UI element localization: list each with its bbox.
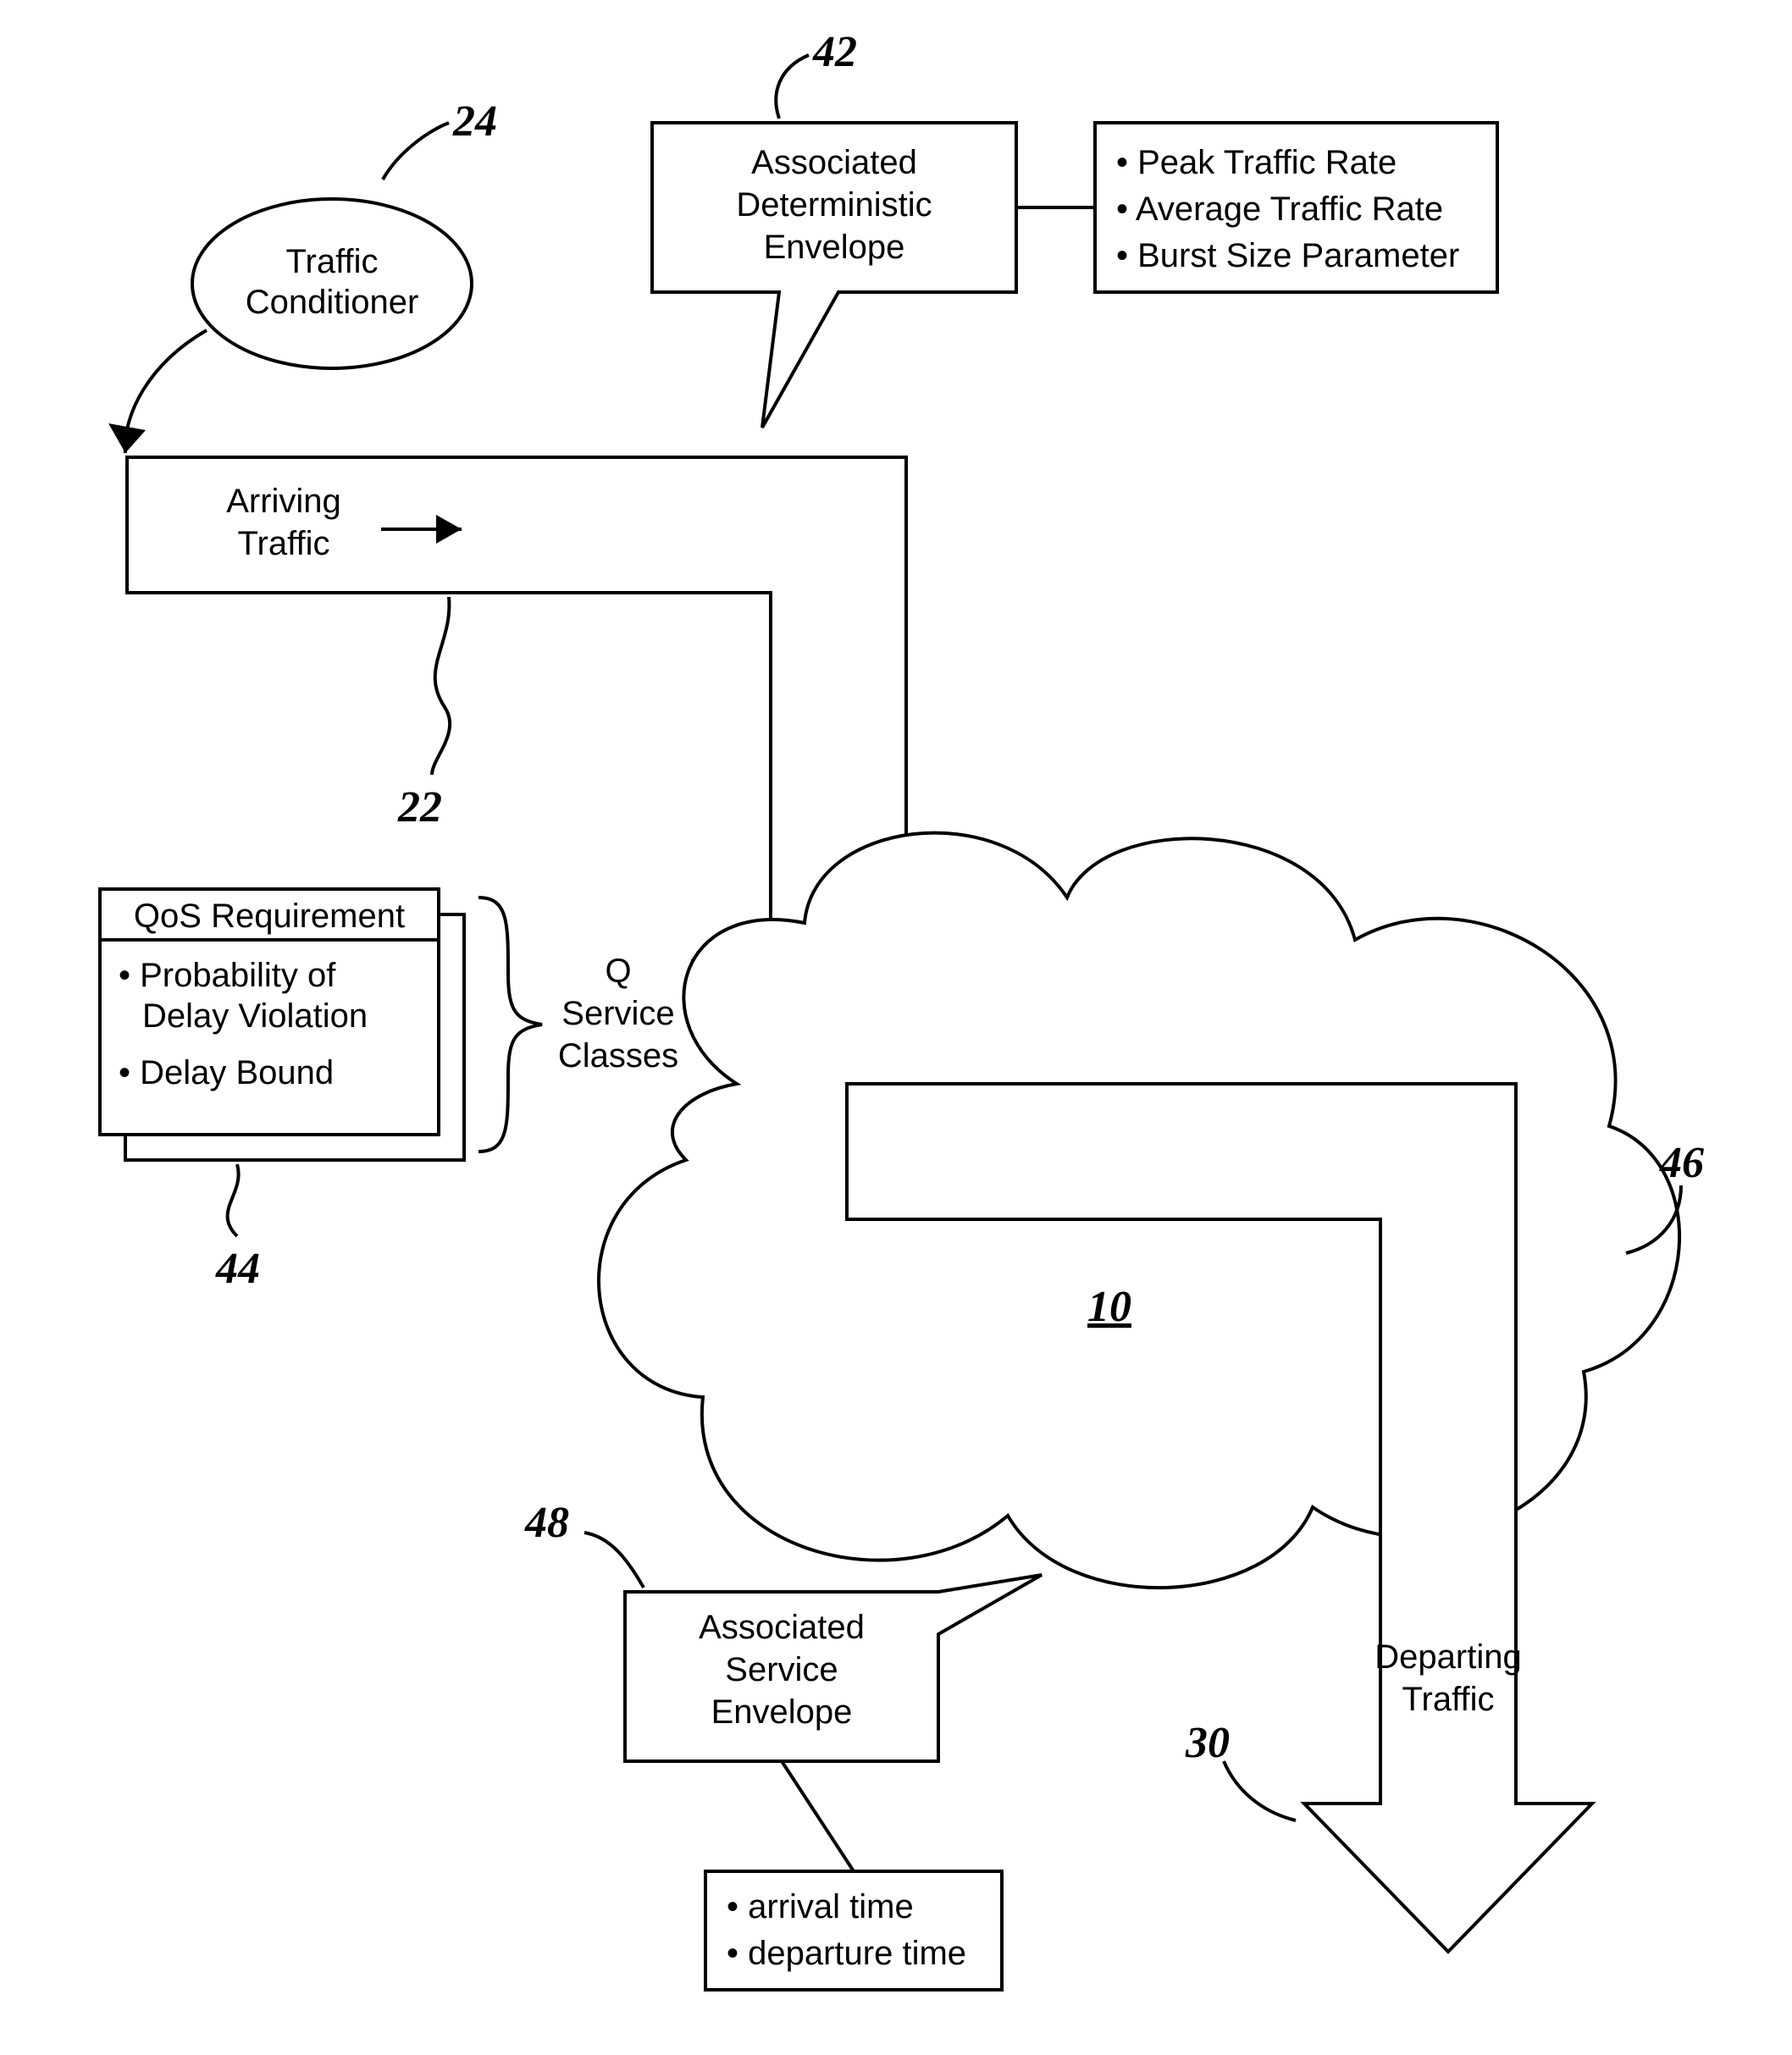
arriving-label-1: Arriving — [226, 483, 341, 520]
deterministic-envelope-node: Associated Deterministic Envelope — [652, 123, 1016, 428]
traffic-flow-diagram: Traffic Conditioner 24 Associated Determ… — [0, 0, 1792, 2055]
ref-48-leader — [584, 1533, 644, 1588]
qos-bullet-1b: Delay Violation — [142, 997, 368, 1035]
env-param-1: • Peak Traffic Rate — [1116, 144, 1397, 181]
service-envelope-node: Associated Service Envelope — [625, 1575, 1042, 1761]
arriving-label-2: Traffic — [238, 525, 330, 562]
ref-30-leader — [1224, 1761, 1296, 1820]
conditioner-to-arriving-arrow — [108, 330, 207, 453]
svc-env-to-params-edge — [782, 1761, 854, 1871]
svc-env-line-2: Service — [725, 1651, 838, 1688]
ref-22: 22 — [397, 783, 442, 831]
qsc-line-2: Service — [561, 995, 674, 1032]
traffic-conditioner-label-1: Traffic — [286, 243, 379, 280]
cloud-ref-inside: 10 — [1087, 1283, 1131, 1331]
svc-param-2: • departure time — [727, 1935, 966, 1972]
svc-env-line-1: Associated — [699, 1609, 865, 1646]
env-param-3: • Burst Size Parameter — [1116, 237, 1459, 274]
qsc-line-1: Q — [605, 953, 631, 990]
traffic-conditioner-label-2: Conditioner — [246, 284, 419, 321]
ref-48: 48 — [524, 1499, 569, 1547]
env-param-2: • Average Traffic Rate — [1116, 191, 1443, 228]
q-service-classes-brace: Q Service Classes — [478, 898, 678, 1152]
svc-env-line-3: Envelope — [711, 1693, 853, 1731]
service-params-node: • arrival time • departure time — [705, 1871, 1002, 1990]
qos-bullet-1a: • Probability of — [119, 957, 336, 994]
ref-24: 24 — [452, 97, 497, 146]
qos-requirement-node: QoS Requirement • Probability of Delay V… — [100, 889, 464, 1160]
det-env-line-2: Deterministic — [736, 186, 932, 224]
ref-46: 46 — [1659, 1139, 1704, 1187]
envelope-params-node: • Peak Traffic Rate • Average Traffic Ra… — [1095, 123, 1497, 292]
traffic-conditioner-node: Traffic Conditioner — [192, 199, 472, 368]
qsc-line-3: Classes — [558, 1037, 678, 1074]
det-env-line-1: Associated — [751, 144, 917, 181]
ref-44: 44 — [215, 1245, 260, 1293]
ref-44-leader — [228, 1164, 239, 1236]
departing-label-1: Departing — [1374, 1638, 1521, 1676]
svc-param-1: • arrival time — [727, 1888, 914, 1925]
ref-42-leader — [776, 55, 809, 119]
qos-title: QoS Requirement — [134, 898, 405, 935]
ref-30: 30 — [1185, 1719, 1230, 1767]
ref-22-leader — [432, 597, 450, 775]
departing-label-2: Traffic — [1402, 1681, 1495, 1718]
ref-24-leader — [383, 123, 449, 180]
qos-bullet-2: • Delay Bound — [119, 1054, 334, 1091]
det-env-line-3: Envelope — [764, 229, 905, 266]
ref-42: 42 — [812, 28, 857, 76]
